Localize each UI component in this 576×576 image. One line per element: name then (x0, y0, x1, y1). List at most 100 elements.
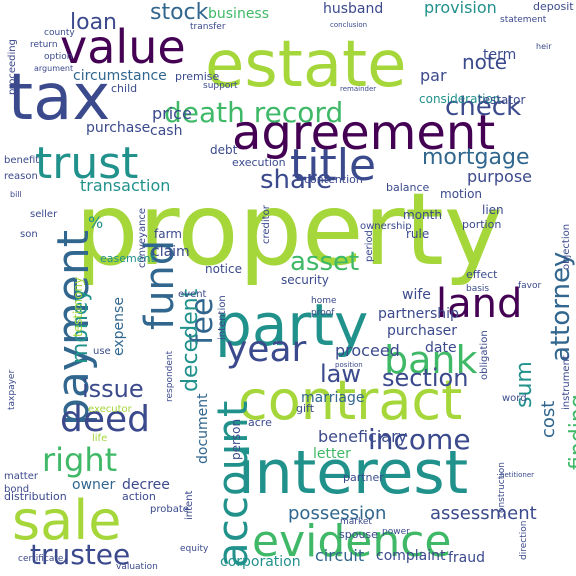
cloud-word: portion (462, 217, 502, 231)
cloud-word: distribution (4, 489, 67, 503)
cloud-word: mortgage (422, 144, 530, 170)
cloud-word: claim (152, 243, 190, 260)
cloud-word: use (93, 345, 111, 357)
cloud-word: wife (402, 286, 431, 303)
cloud-word: equity (180, 543, 209, 554)
cloud-word: trustee (30, 538, 131, 572)
cloud-word: word (502, 392, 527, 404)
cloud-word: section (382, 364, 469, 393)
cloud-word: acre (248, 415, 272, 429)
cloud-word: life (92, 432, 108, 444)
cloud-word: debt (210, 143, 238, 158)
cloud-word: interest (238, 437, 469, 508)
cloud-word: instrument (561, 355, 572, 410)
cloud-word: tax (8, 60, 111, 135)
cloud-word: check (445, 91, 522, 122)
cloud-word: circumstance (73, 67, 167, 84)
cloud-word: probate (150, 503, 189, 515)
cloud-word: event (178, 288, 207, 300)
cloud-word: right (42, 440, 118, 479)
cloud-word: value (60, 20, 186, 75)
cloud-word: decree (122, 476, 170, 493)
cloud-word: cash (150, 122, 183, 139)
cloud-word: proceeding (7, 39, 18, 95)
cloud-word: loan (70, 9, 117, 35)
cloud-word: action (122, 489, 156, 503)
cloud-word: par (420, 65, 447, 85)
cloud-word: power (382, 526, 410, 537)
cloud-word: testimony (71, 276, 85, 337)
cloud-word: term (483, 46, 517, 63)
cloud-word: sale (12, 488, 122, 552)
cloud-word: bill (10, 190, 22, 200)
cloud-word: date (425, 339, 457, 356)
cloud-word: provision (424, 0, 497, 17)
cloud-word: deed (60, 399, 150, 441)
cloud-word: purchase (86, 119, 151, 136)
cloud-word: party (215, 291, 369, 360)
cloud-word: argument (34, 64, 74, 74)
cloud-word: transaction (80, 175, 171, 195)
cloud-word: issue (82, 375, 144, 404)
cloud-word: testator (478, 93, 526, 108)
cloud-word: heir (536, 42, 552, 52)
cloud-word: basis (466, 283, 490, 294)
cloud-word: corporation (220, 553, 301, 570)
cloud-word: valuation (116, 561, 158, 572)
cloud-word: premise (175, 69, 220, 83)
cloud-word: consideration (419, 92, 501, 107)
cloud-word: favor (518, 280, 542, 291)
cloud-word: taxpayer (7, 369, 17, 410)
cloud-word: owner (72, 476, 116, 493)
cloud-word: purpose (467, 166, 532, 186)
cloud-word: circuit (315, 545, 365, 565)
cloud-word: partnership (378, 305, 459, 322)
cloud-word: child (111, 81, 138, 95)
cloud-word: period (364, 230, 375, 262)
cloud-word: ownership (360, 220, 412, 232)
cloud-word: assessment (430, 503, 537, 525)
cloud-word: possession (288, 503, 387, 525)
cloud-word: execution (232, 155, 286, 169)
cloud-word: decedent (178, 288, 203, 392)
cloud-word: spouse (339, 527, 378, 541)
cloud-word: share (260, 164, 333, 195)
cloud-word: month (403, 208, 442, 223)
cloud-word: contract (238, 368, 463, 432)
cloud-word: death record (164, 96, 344, 130)
cloud-word: note (462, 49, 508, 74)
cloud-word: son (20, 228, 38, 240)
cloud-word: reason (4, 170, 38, 182)
cloud-word: law (320, 360, 362, 389)
cloud-word: trust (35, 137, 139, 189)
cloud-word: proof (311, 307, 335, 318)
cloud-word: year (226, 329, 307, 371)
cloud-word: deposit (533, 0, 574, 13)
cloud-word: evidence (252, 515, 452, 567)
cloud-word: direction (519, 520, 529, 560)
cloud-word: objection (561, 223, 572, 270)
cloud-word: letter (313, 445, 351, 462)
cloud-word: creditor (261, 205, 272, 244)
cloud-word: property (75, 171, 504, 288)
cloud-word: return (30, 39, 58, 50)
cloud-word: complaint (376, 547, 446, 564)
cloud-word: estate (205, 27, 407, 102)
cloud-word: rule (406, 227, 430, 242)
cloud-word: notice (205, 262, 242, 277)
cloud-word: document (195, 393, 211, 464)
cloud-word: gift (296, 401, 315, 415)
cloud-word: statement (500, 14, 547, 25)
cloud-word: conclusion (330, 21, 368, 30)
cloud-word: respondent (165, 350, 175, 402)
cloud-word: home (311, 295, 337, 306)
cloud-word: county (44, 27, 75, 38)
cloud-word: option (44, 51, 73, 62)
cloud-word: seller (30, 208, 58, 220)
cloud-word: agreement (232, 104, 496, 161)
cloud-word: remainder (340, 85, 377, 94)
cloud-word: title (290, 139, 377, 191)
cloud-word: petitioner (500, 471, 535, 480)
cloud-word: proceed (335, 340, 400, 360)
